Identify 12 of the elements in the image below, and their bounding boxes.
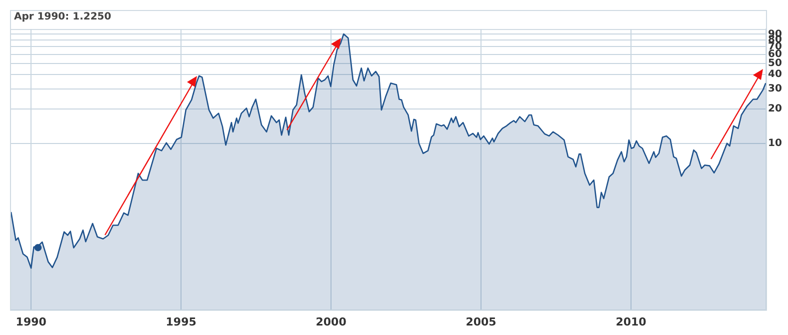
x-tick-label: 2000 — [316, 315, 347, 328]
x-tick-label: 2005 — [466, 315, 496, 328]
y-tick-label: 10 — [768, 138, 782, 149]
y-tick-label: 40 — [768, 69, 782, 80]
y-tick-label: 30 — [768, 83, 782, 94]
text: Apr 1990: 1.2250 — [14, 12, 112, 23]
y-tick-label: 20 — [768, 104, 782, 115]
x-tick-label: 1995 — [166, 315, 196, 328]
x-tick-label: 2010 — [616, 315, 647, 328]
y-tick-label: 50 — [768, 58, 782, 70]
x-tick-label: 1990 — [16, 315, 47, 328]
y-tick-label: 60 — [768, 48, 782, 60]
